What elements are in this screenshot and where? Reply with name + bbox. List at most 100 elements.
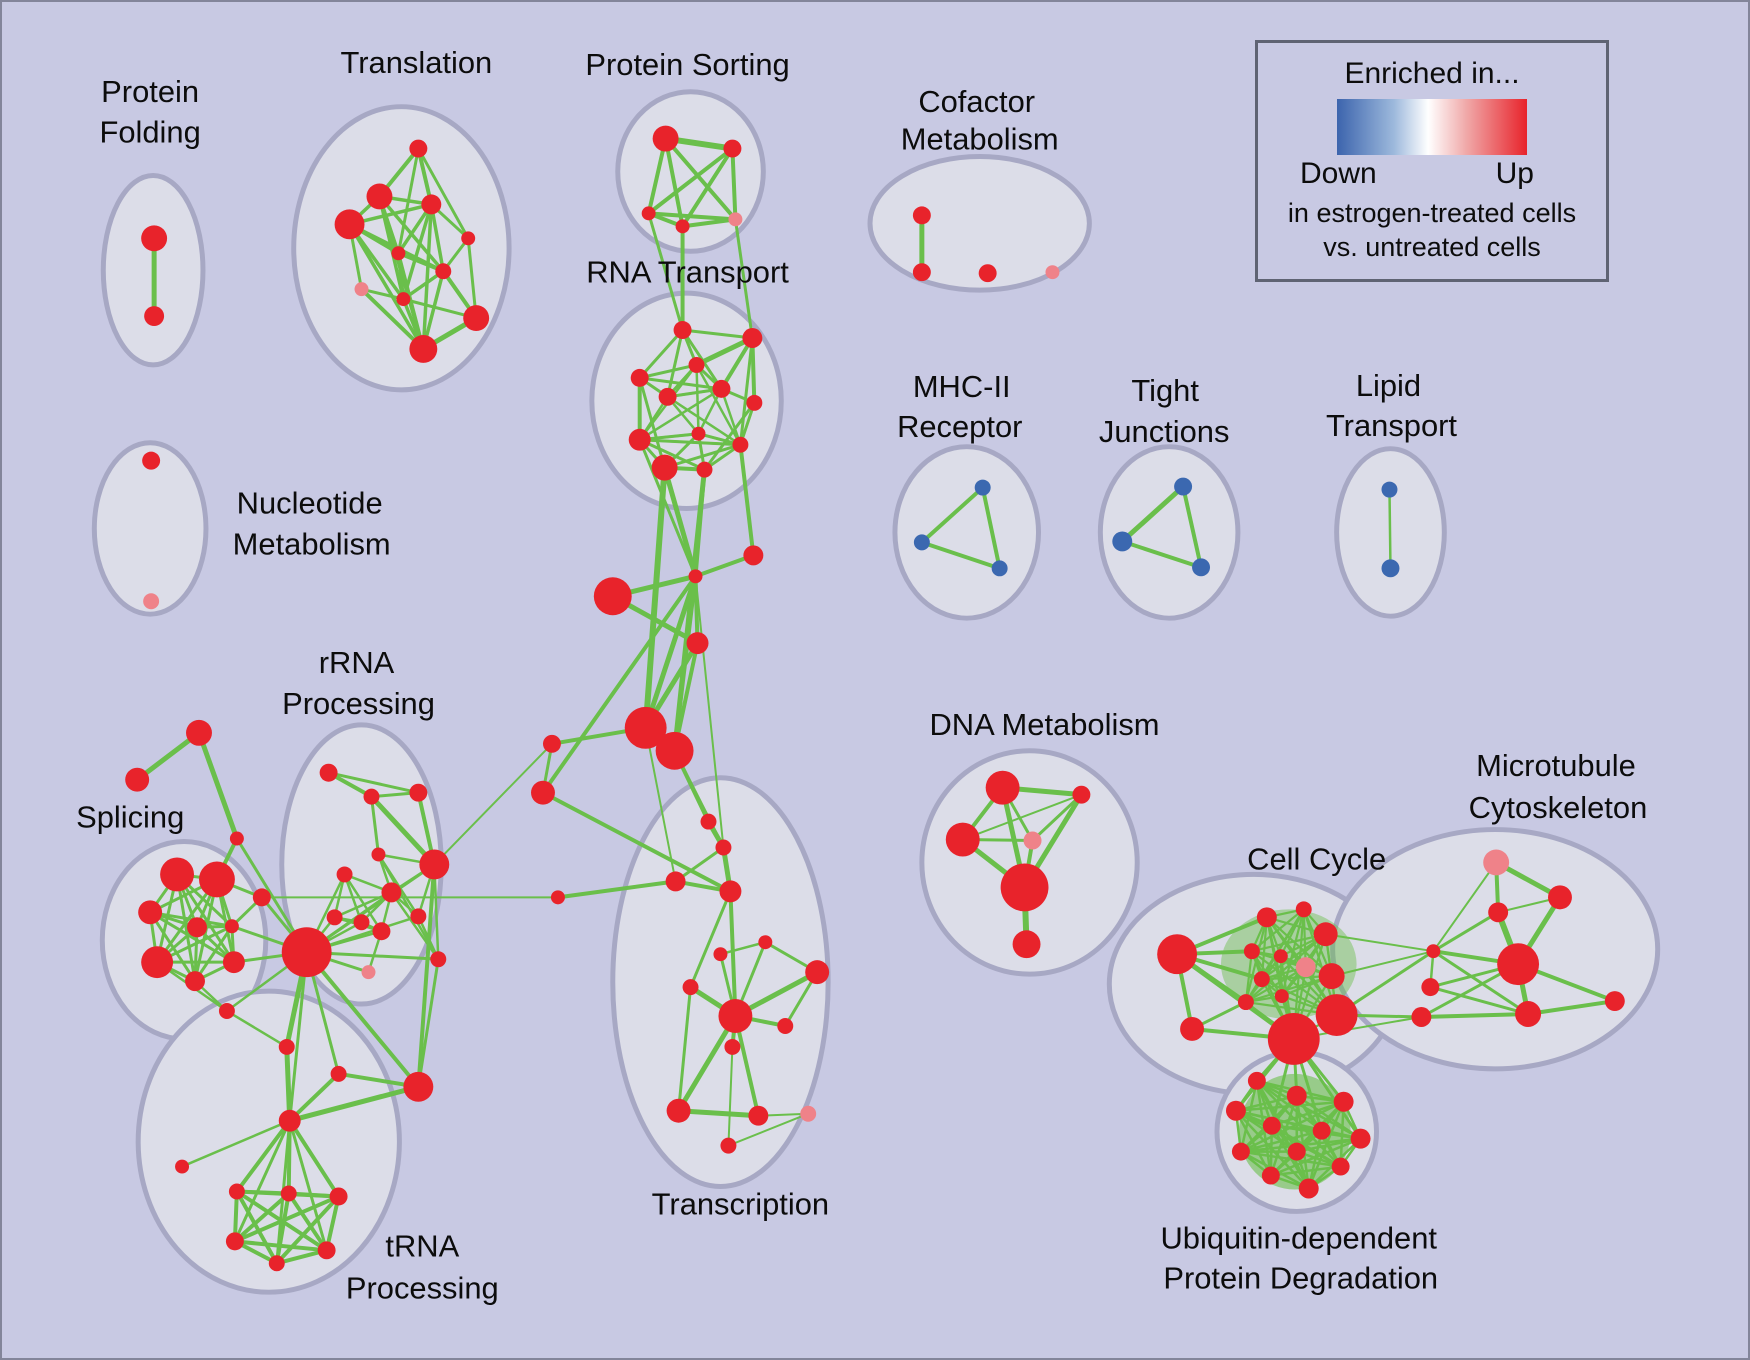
node-cc0 [1157, 934, 1198, 975]
node-pf0 [141, 225, 168, 252]
edge-ub1-ub3 [1234, 1094, 1299, 1112]
edge-t7-t8 [360, 287, 405, 301]
edge-mt3-mt0 [1432, 861, 1498, 953]
node-cf0 [912, 206, 931, 225]
edge-ub5-ub7 [1239, 1129, 1323, 1153]
node-rr8 [353, 914, 370, 931]
node-ub4 [1262, 1116, 1281, 1135]
node-tn7 [268, 1255, 285, 1272]
edge-tn0-tn1 [180, 1119, 291, 1168]
node-dn5 [1012, 930, 1041, 959]
edge-ps1-ps3 [680, 146, 735, 229]
cluster-label: Processing [346, 1270, 499, 1305]
cluster-label: Junctions [1099, 414, 1230, 449]
cluster-label: Transcription [652, 1187, 829, 1222]
node-rr2 [409, 783, 428, 802]
cluster-label: Protein Sorting [585, 47, 789, 82]
cluster-label: RNA Transport [586, 254, 789, 289]
node-mt8 [1515, 1001, 1542, 1027]
node-ps1 [723, 139, 742, 158]
edge-ps2-rt0 [647, 211, 685, 332]
node-tj2 [1192, 558, 1211, 577]
edge-tc11-tc14 [676, 1013, 738, 1114]
node-ub10 [1261, 1166, 1280, 1185]
node-cc10 [1237, 994, 1254, 1011]
cluster-label: Receptor [897, 409, 1022, 444]
node-sc4 [224, 919, 239, 934]
node-mt3 [1426, 944, 1441, 959]
node-sp1 [125, 767, 150, 792]
cluster-label: Metabolism [233, 527, 391, 562]
node-tc3 [665, 871, 686, 892]
node-dn3 [1023, 831, 1042, 850]
edge-t7-t10 [359, 287, 426, 351]
node-t8 [396, 292, 411, 307]
edge-mc1-tc2 [694, 575, 725, 849]
edge-tc14-tc15 [676, 1108, 761, 1119]
node-mc6 [542, 734, 561, 753]
node-dn4 [1000, 863, 1049, 912]
cluster-ellipse-cofactor-metabolism [867, 154, 1092, 293]
edge-rt9-rt10 [663, 443, 742, 470]
node-t2 [421, 194, 442, 215]
edge-t2-t10 [421, 202, 434, 351]
edge-t4-t9 [466, 236, 478, 320]
edge-t6-t8 [401, 269, 446, 301]
node-tc4 [719, 880, 742, 903]
edge-tc4-tc11 [728, 889, 738, 1019]
node-rt11 [696, 461, 713, 478]
edge-rt0-rt3 [638, 328, 685, 380]
node-sc8 [252, 888, 271, 907]
node-cc8 [1253, 971, 1270, 988]
node-rt0 [673, 321, 692, 340]
edge-tc6-mc1 [540, 574, 698, 795]
node-tc13 [724, 1038, 741, 1055]
edge-tn2-tn7 [234, 1189, 279, 1266]
edge-rt2-rt3 [638, 363, 699, 380]
edge-ub9-ub10 [1269, 1165, 1342, 1177]
cluster-label: tRNA [385, 1228, 459, 1263]
edge-t2-t6 [429, 202, 446, 273]
edge-rr11-rr16 [304, 950, 421, 1089]
node-rt4 [712, 379, 731, 398]
node-cc7 [1318, 963, 1345, 990]
node-rt7 [691, 426, 706, 441]
edge-tc16-tc17 [727, 1112, 810, 1147]
node-tc14 [666, 1098, 691, 1123]
node-sc5 [141, 946, 174, 979]
cluster-label: Ubiquitin-dependent [1160, 1221, 1437, 1256]
node-ub5 [1312, 1121, 1331, 1140]
edge-t3-t10 [347, 222, 426, 351]
edge-rr6-rr13 [390, 891, 440, 961]
node-mt7 [1411, 1007, 1432, 1027]
edge-mh1-mh2 [919, 540, 1002, 571]
edge-ps1-ps2 [646, 146, 735, 216]
cluster-label: Microtubule [1476, 748, 1636, 783]
node-ps3 [675, 219, 690, 234]
node-t3 [334, 209, 365, 240]
edge-mc1-mc4 [643, 573, 699, 731]
node-sc9 [218, 1003, 235, 1019]
node-lt0 [1381, 481, 1398, 498]
edge-sc9-rr14 [225, 1009, 288, 1049]
edge-mt6-mt8 [1526, 999, 1617, 1017]
node-rt8 [628, 428, 651, 451]
node-mh2 [991, 560, 1008, 577]
node-t5 [391, 246, 406, 261]
node-dn0 [985, 770, 1020, 805]
edge-tc11-tc15 [733, 1014, 761, 1118]
node-tj0 [1174, 477, 1193, 496]
legend-title: Enriched in... [1344, 57, 1520, 90]
node-lt1 [1381, 559, 1400, 578]
edge-sp0-sp2 [196, 730, 240, 842]
node-tc1 [700, 813, 717, 830]
edge-mc4-tc3 [644, 726, 677, 883]
node-mt5 [1421, 978, 1440, 997]
cluster-label: Splicing [76, 800, 184, 835]
cluster-label: Cytoskeleton [1469, 790, 1648, 825]
edge-sc4-sc6 [193, 924, 234, 983]
cluster-label: Protein [101, 74, 199, 109]
node-tc12 [777, 1018, 794, 1034]
edge-tc7-tc8 [719, 940, 767, 956]
